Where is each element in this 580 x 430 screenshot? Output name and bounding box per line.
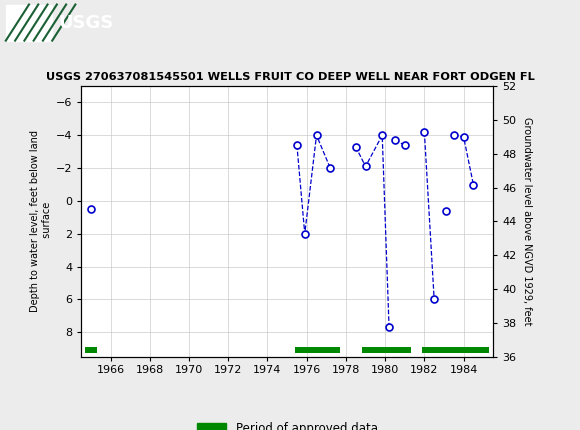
Bar: [85, 347, 97, 353]
Text: USGS 270637081545501 WELLS FRUIT CO DEEP WELL NEAR FORT ODGEN FL: USGS 270637081545501 WELLS FRUIT CO DEEP…: [46, 72, 534, 82]
Text: USGS: USGS: [58, 14, 113, 31]
Legend: Period of approved data: Period of approved data: [192, 417, 382, 430]
Bar: [361, 347, 411, 353]
Y-axis label: Groundwater level above NGVD 1929, feet: Groundwater level above NGVD 1929, feet: [522, 117, 532, 326]
Y-axis label: Depth to water level, feet below land
 surface: Depth to water level, feet below land su…: [30, 130, 52, 313]
Bar: [422, 347, 489, 353]
Bar: [6, 4, 52, 41]
Bar: [295, 347, 340, 353]
